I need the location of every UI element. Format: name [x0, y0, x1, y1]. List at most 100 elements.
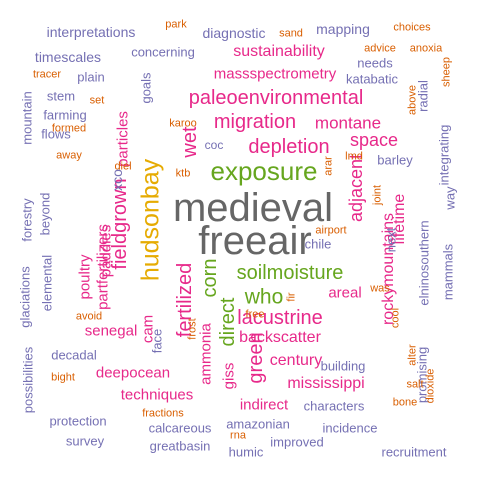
word: katabatic	[345, 71, 399, 87]
word: way	[442, 186, 458, 210]
word: calcareous	[148, 420, 212, 436]
word: massspectrometry	[213, 65, 337, 83]
word: direct	[217, 297, 239, 347]
word: depletion	[248, 136, 330, 158]
word: ktb	[175, 167, 191, 180]
word: deepocean	[95, 364, 171, 382]
word: face	[149, 328, 165, 354]
word: migration	[213, 111, 297, 133]
word: century	[269, 352, 323, 369]
word: stem	[46, 88, 76, 104]
word: backscatter	[239, 329, 321, 346]
word: giss	[220, 362, 238, 390]
word: wet	[179, 126, 201, 158]
word: decadal	[51, 347, 97, 363]
word: choices	[393, 21, 431, 34]
word: possibilities	[20, 346, 36, 414]
word: beyond	[37, 192, 53, 236]
word: coc	[204, 138, 224, 152]
word: lmd	[345, 150, 363, 163]
word: was	[370, 282, 390, 295]
word: characters	[303, 398, 365, 414]
word: away	[56, 149, 82, 162]
word: forestry	[19, 198, 35, 242]
word: adjacent	[346, 153, 366, 223]
word: protection	[49, 413, 107, 429]
word: indirect	[239, 396, 289, 414]
word: elemental	[39, 254, 55, 312]
word: bight	[51, 371, 75, 384]
word: arar	[322, 156, 335, 176]
word: concerning	[131, 44, 195, 60]
word: next	[383, 227, 399, 253]
word: chile	[304, 236, 332, 252]
word: building	[320, 358, 366, 374]
word: airport	[315, 224, 347, 237]
word: timescales	[34, 49, 102, 65]
word: anoxia	[409, 42, 443, 55]
word: needs	[357, 55, 393, 71]
word: bone	[392, 396, 418, 409]
word: soilmoisture	[236, 262, 344, 284]
word: diagnostic	[202, 25, 266, 41]
word: partfertilizers	[94, 224, 112, 310]
word: hudsonbay	[136, 158, 165, 282]
word: sustainability	[233, 43, 325, 60]
word: park	[165, 18, 187, 31]
word: above	[406, 85, 419, 115]
word: particles	[114, 111, 132, 167]
word: cool	[389, 307, 402, 329]
word: incidence	[322, 420, 378, 436]
word: recruitment	[381, 444, 447, 460]
word: glaciations	[17, 266, 33, 328]
word: goals	[138, 72, 154, 104]
word: greatbasin	[149, 438, 211, 454]
word: mapping	[316, 21, 370, 37]
word: set	[89, 94, 105, 107]
word: mountain	[19, 91, 35, 145]
word: integrating	[436, 124, 452, 186]
word: plain	[77, 69, 105, 85]
word: tracer	[32, 68, 62, 81]
word: elninosouthern	[416, 220, 432, 306]
word: sheep	[440, 57, 453, 87]
word: dioxide	[424, 368, 437, 404]
word: frost	[186, 318, 199, 340]
word: free	[245, 308, 265, 321]
word: avoid	[75, 310, 103, 323]
word: fir	[285, 292, 298, 302]
word: advice	[364, 42, 396, 55]
word: exposure	[210, 156, 318, 186]
word: diel	[114, 160, 132, 173]
word: formed	[51, 122, 87, 135]
word: lacustrine	[237, 307, 323, 329]
word: interpretations	[46, 24, 136, 40]
word: who	[244, 285, 284, 309]
word: barley	[377, 152, 413, 168]
word: amazonian	[226, 416, 290, 432]
word: improved	[270, 434, 324, 450]
word: farming	[43, 107, 87, 123]
word: mammals	[440, 243, 456, 301]
word: fractions	[142, 407, 184, 420]
word: ammonia	[197, 323, 215, 385]
word: alter	[406, 344, 419, 366]
word: rna	[230, 429, 246, 442]
word: salt	[406, 378, 424, 391]
word: flows	[41, 126, 71, 142]
word: techniques	[120, 386, 194, 404]
word: senegal	[84, 322, 138, 340]
word: montane	[314, 113, 382, 133]
word: poultry	[76, 254, 94, 300]
word: humic	[228, 444, 264, 460]
word: mississippi	[287, 375, 365, 392]
word: medieval	[172, 186, 334, 230]
word: joint	[371, 184, 384, 206]
word: freeair	[198, 219, 312, 263]
word: karoo	[169, 117, 197, 130]
word: sand	[279, 27, 303, 40]
word: space	[349, 130, 399, 150]
word: survey	[65, 433, 105, 449]
word: areal	[328, 284, 362, 302]
